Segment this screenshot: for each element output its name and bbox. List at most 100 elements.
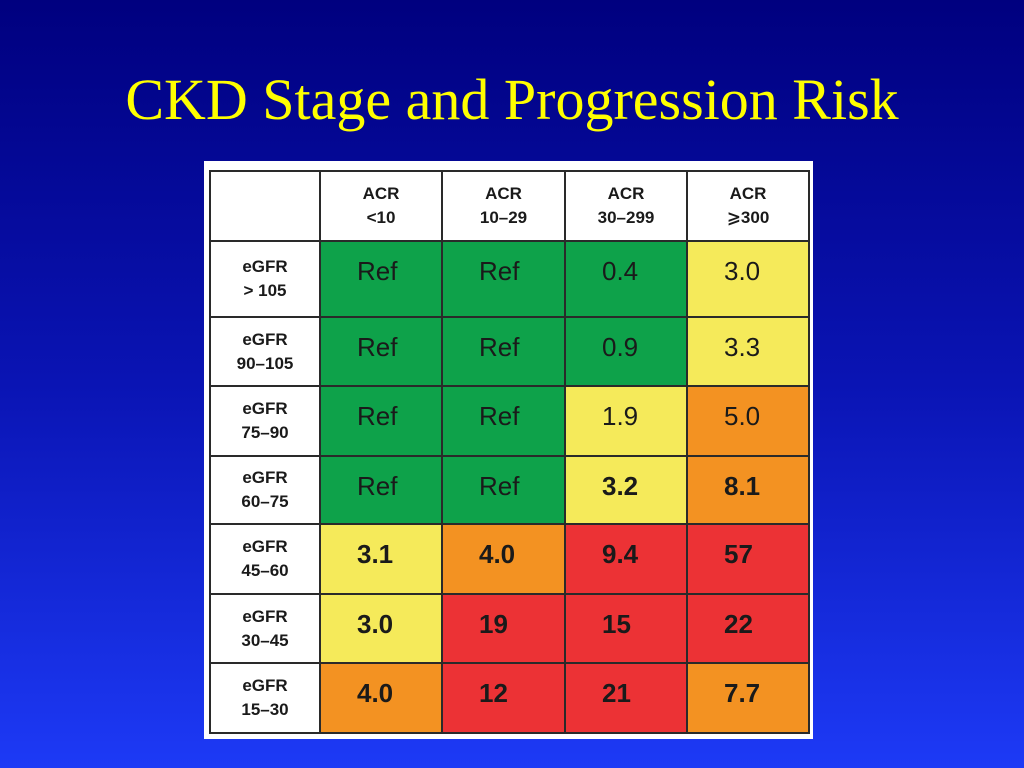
risk-cell: 4.0 bbox=[319, 662, 443, 734]
table-row: eGFR 15–30 4.0 12 21 7.7 bbox=[209, 662, 810, 734]
risk-value: 8.1 bbox=[724, 471, 761, 501]
risk-cell: 1.9 bbox=[564, 385, 688, 457]
risk-value: 57 bbox=[724, 539, 753, 569]
risk-cell: 9.4 bbox=[564, 523, 688, 595]
risk-value: 9.4 bbox=[602, 539, 639, 569]
risk-value: 3.3 bbox=[724, 332, 761, 362]
risk-value: 0.4 bbox=[602, 256, 639, 286]
row-header: eGFR 90–105 bbox=[209, 316, 321, 387]
column-header: ACR <10 bbox=[319, 170, 443, 242]
risk-cell: 3.0 bbox=[319, 593, 443, 664]
risk-cell: Ref bbox=[441, 240, 566, 318]
column-header-line2: 10–29 bbox=[479, 208, 528, 227]
risk-cell: 15 bbox=[564, 593, 688, 664]
risk-cell: 5.0 bbox=[686, 385, 810, 457]
risk-cell: 0.9 bbox=[564, 316, 688, 387]
risk-cell: 57 bbox=[686, 523, 810, 595]
row-header: eGFR 60–75 bbox=[209, 455, 321, 525]
risk-value: 12 bbox=[479, 678, 508, 708]
header-row: ACR <10 ACR 10–29 ACR 30–299 ACR ⩾300 bbox=[209, 170, 810, 242]
table-row: eGFR 60–75 Ref Ref 3.2 8.1 bbox=[209, 455, 810, 525]
column-header-line1: ACR bbox=[485, 184, 522, 203]
risk-value: Ref bbox=[479, 471, 520, 501]
column-header: ACR 30–299 bbox=[564, 170, 688, 242]
risk-value: Ref bbox=[357, 332, 398, 362]
column-header-line2: <10 bbox=[366, 208, 396, 227]
row-header: eGFR 75–90 bbox=[209, 385, 321, 457]
risk-cell: Ref bbox=[441, 385, 566, 457]
risk-value: 1.9 bbox=[602, 401, 639, 431]
risk-value: 3.2 bbox=[602, 471, 639, 501]
risk-cell: 3.0 bbox=[686, 240, 810, 318]
slide-title: CKD Stage and Progression Risk bbox=[125, 67, 899, 132]
table-row: eGFR 30–45 3.0 19 15 22 bbox=[209, 593, 810, 664]
risk-cell: 3.1 bbox=[319, 523, 443, 595]
risk-table-body: eGFR > 105 Ref Ref 0.4 3.0 eGFR 90–105 Ref Ref 0.9… bbox=[209, 240, 810, 734]
table-row: eGFR 75–90 Ref Ref 1.9 5.0 bbox=[209, 385, 810, 457]
risk-cell: 8.1 bbox=[686, 455, 810, 525]
risk-value: 7.7 bbox=[724, 678, 761, 708]
row-header-line2: 15–30 bbox=[241, 700, 289, 719]
risk-value: 3.1 bbox=[357, 539, 394, 569]
column-header: ACR 10–29 bbox=[441, 170, 566, 242]
risk-cell: Ref bbox=[319, 455, 443, 525]
risk-cell: 0.4 bbox=[564, 240, 688, 318]
table-row: eGFR > 105 Ref Ref 0.4 3.0 bbox=[209, 240, 810, 318]
risk-value: 19 bbox=[479, 609, 508, 639]
table-row: eGFR 45–60 3.1 4.0 9.4 57 bbox=[209, 523, 810, 595]
risk-cell: Ref bbox=[441, 316, 566, 387]
risk-cell: 3.2 bbox=[564, 455, 688, 525]
risk-cell: 4.0 bbox=[441, 523, 566, 595]
column-header-line1: ACR bbox=[607, 184, 645, 203]
risk-value: 3.0 bbox=[724, 256, 761, 286]
risk-value: Ref bbox=[357, 401, 398, 431]
risk-cell: Ref bbox=[441, 455, 566, 525]
column-header-line2: 30–299 bbox=[597, 208, 655, 227]
risk-cell: Ref bbox=[319, 240, 443, 318]
risk-table: ACR <10 ACR 10–29 ACR 30–299 ACR ⩾300 eG… bbox=[209, 170, 810, 734]
risk-value: Ref bbox=[479, 401, 520, 431]
risk-value: 15 bbox=[602, 609, 631, 639]
risk-value: Ref bbox=[479, 332, 520, 362]
risk-value: Ref bbox=[479, 256, 520, 286]
row-header-line1: eGFR bbox=[242, 329, 288, 349]
corner-cell bbox=[209, 170, 321, 242]
risk-cell: 7.7 bbox=[686, 662, 810, 734]
risk-value: Ref bbox=[357, 256, 398, 286]
row-header-line1: eGFR bbox=[242, 606, 288, 626]
risk-cell: Ref bbox=[319, 385, 443, 457]
risk-value: 3.0 bbox=[357, 609, 394, 639]
risk-value: 5.0 bbox=[724, 401, 761, 431]
row-header-line1: eGFR bbox=[242, 468, 288, 487]
row-header-line1: eGFR bbox=[242, 537, 288, 556]
risk-value: 4.0 bbox=[357, 678, 394, 708]
risk-value: 4.0 bbox=[479, 539, 516, 569]
risk-value: 21 bbox=[602, 678, 631, 708]
risk-cell: 3.3 bbox=[686, 316, 810, 387]
row-header-line2: 90–105 bbox=[236, 353, 294, 373]
risk-value: 0.9 bbox=[602, 332, 639, 362]
row-header: eGFR 15–30 bbox=[209, 662, 321, 734]
risk-cell: 12 bbox=[441, 662, 566, 734]
column-header-line2: ⩾300 bbox=[726, 208, 770, 227]
row-header: eGFR > 105 bbox=[209, 240, 321, 318]
column-header-line1: ACR bbox=[729, 184, 767, 203]
row-header-line2: 60–75 bbox=[241, 492, 289, 511]
table-row: eGFR 90–105 Ref Ref 0.9 3.3 bbox=[209, 316, 810, 387]
risk-value: Ref bbox=[357, 471, 398, 501]
risk-cell: 21 bbox=[564, 662, 688, 734]
row-header-line2: 45–60 bbox=[241, 561, 289, 580]
column-header-line1: ACR bbox=[362, 184, 400, 203]
risk-table-panel: ACR <10 ACR 10–29 ACR 30–299 ACR ⩾300 eG… bbox=[204, 161, 813, 739]
row-header-line1: eGFR bbox=[242, 399, 288, 418]
row-header-line1: eGFR bbox=[242, 676, 288, 695]
row-header-line2: 75–90 bbox=[241, 423, 289, 442]
row-header: eGFR 30–45 bbox=[209, 593, 321, 664]
row-header-line2: 30–45 bbox=[241, 630, 289, 650]
risk-cell: Ref bbox=[319, 316, 443, 387]
row-header-line2: > 105 bbox=[243, 281, 287, 300]
row-header: eGFR 45–60 bbox=[209, 523, 321, 595]
row-header-line1: eGFR bbox=[242, 257, 288, 276]
column-header: ACR ⩾300 bbox=[686, 170, 810, 242]
risk-value: 22 bbox=[724, 609, 753, 639]
